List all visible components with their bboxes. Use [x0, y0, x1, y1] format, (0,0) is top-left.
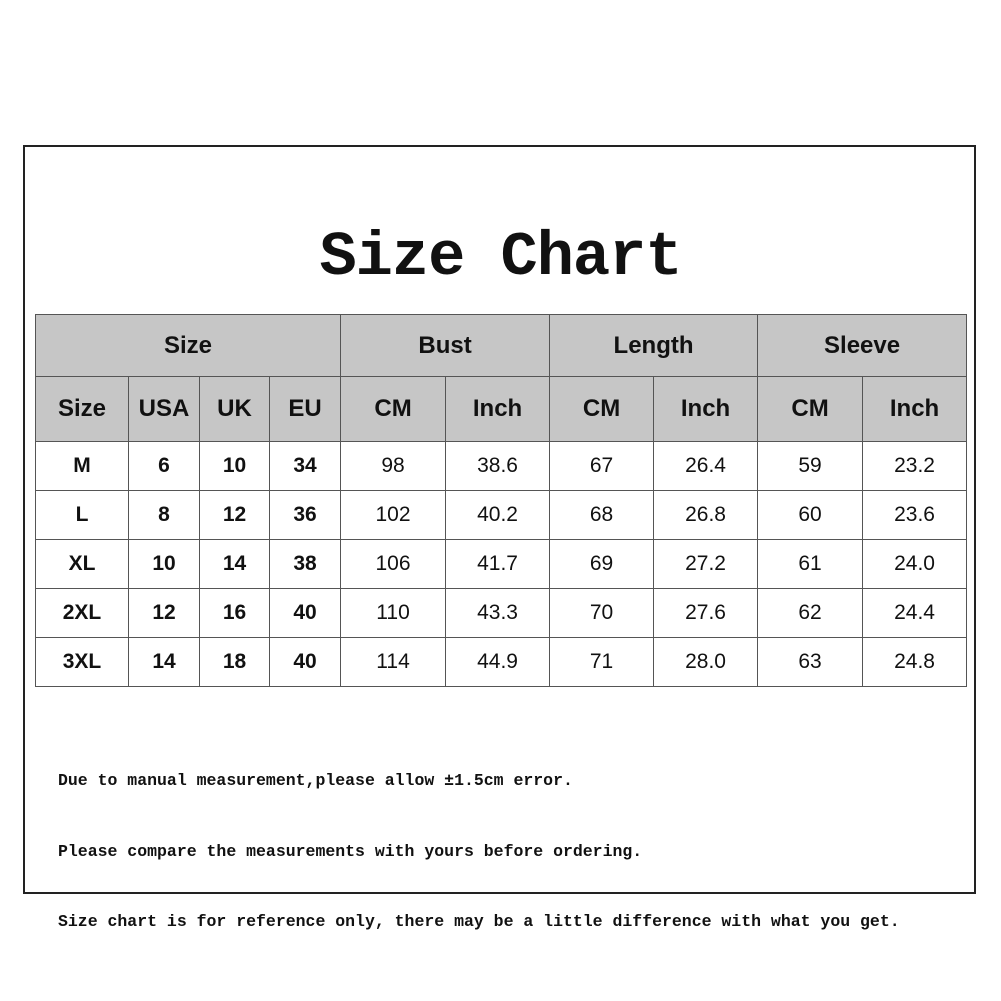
note-line: Due to manual measurement,please allow ±…: [58, 771, 573, 790]
table-cell: 38: [268, 539, 342, 589]
sub-header-cell: Size: [35, 376, 129, 442]
table-cell: 70: [549, 588, 655, 638]
table-row: XL 10 14 38 106 41.7 69 27.2 61 24.0: [35, 539, 968, 589]
table-cell: 6: [128, 441, 200, 491]
table-cell: 24.8: [862, 637, 968, 687]
table-cell: 71: [549, 637, 655, 687]
table-cell: 27.6: [653, 588, 759, 638]
table-cell: 23.6: [862, 490, 968, 540]
group-header-cell: Bust: [340, 314, 551, 377]
table-cell: 102: [340, 490, 447, 540]
table-cell: L: [35, 490, 129, 540]
page-title: Size Chart: [319, 222, 682, 293]
table-cell: 14: [199, 539, 270, 589]
table-cell: 43.3: [445, 588, 551, 638]
table-cell: 63: [757, 637, 864, 687]
table-cell: 60: [757, 490, 864, 540]
table-cell: 110: [340, 588, 447, 638]
chart-frame: [23, 145, 976, 894]
table-cell: 38.6: [445, 441, 551, 491]
table-cell: 36: [268, 490, 342, 540]
sub-header-cell: Inch: [862, 376, 968, 442]
table-cell: 8: [128, 490, 200, 540]
table-cell: 114: [340, 637, 447, 687]
table-cell: 98: [340, 441, 447, 491]
table-row: M 6 10 34 98 38.6 67 26.4 59 23.2: [35, 441, 968, 491]
table-cell: 3XL: [35, 637, 129, 687]
table-cell: 34: [268, 441, 342, 491]
table-cell: 26.4: [653, 441, 759, 491]
table-cell: 27.2: [653, 539, 759, 589]
table-cell: 10: [128, 539, 200, 589]
table-cell: 14: [128, 637, 200, 687]
table-cell: 106: [340, 539, 447, 589]
group-header-cell: Size: [34, 314, 342, 377]
table-cell: 23.2: [862, 441, 968, 491]
table-cell: 68: [549, 490, 655, 540]
table-cell: 24.0: [862, 539, 968, 589]
table-cell: 41.7: [445, 539, 551, 589]
table-cell: M: [35, 441, 129, 491]
table-cell: 40: [268, 588, 342, 638]
note-line: Please compare the measurements with you…: [58, 841, 643, 861]
table-cell: 44.9: [445, 637, 551, 687]
sub-header-cell: CM: [549, 376, 655, 442]
size-table: Size Bust Length Sleeve Size USA UK EU CM Inch CM I…: [34, 314, 968, 687]
table-cell: 12: [199, 490, 270, 540]
table-cell: 24.4: [862, 588, 968, 638]
group-header-cell: Sleeve: [757, 314, 968, 377]
table-cell: 10: [199, 441, 270, 491]
sub-header-cell: Inch: [445, 376, 551, 442]
table-cell: 61: [757, 539, 864, 589]
table-cell: 2XL: [35, 588, 129, 638]
sub-header-row: Size USA UK EU CM Inch CM Inch CM Inch: [35, 376, 968, 442]
table-cell: XL: [35, 539, 129, 589]
sub-header-cell: UK: [199, 376, 270, 442]
sub-header-cell: CM: [340, 376, 447, 442]
table-cell: 26.8: [653, 490, 759, 540]
sub-header-cell: EU: [268, 376, 342, 442]
table-cell: 62: [757, 588, 864, 638]
table-cell: 40.2: [445, 490, 551, 540]
table-cell: 18: [199, 637, 270, 687]
notes: Due to manual measurement,please allow ±…: [58, 722, 900, 957]
table-cell: 28.0: [653, 637, 759, 687]
sub-header-cell: CM: [757, 376, 864, 442]
table-cell: 69: [549, 539, 655, 589]
group-header-cell: Length: [549, 314, 759, 377]
table-row: 3XL 14 18 40 114 44.9 71 28.0 63 24.8: [35, 637, 968, 687]
sub-header-cell: USA: [128, 376, 200, 442]
table-cell: 12: [128, 588, 200, 638]
table-row: L 8 12 36 102 40.2 68 26.8 60 23.6: [35, 490, 968, 540]
note-line: Size chart is for reference only, there …: [58, 912, 900, 931]
sub-header-cell: Inch: [653, 376, 759, 442]
table-cell: 16: [199, 588, 270, 638]
group-header-row: Size Bust Length Sleeve: [34, 314, 968, 377]
table-cell: 59: [757, 441, 864, 491]
table-cell: 67: [549, 441, 655, 491]
table-cell: 40: [268, 637, 342, 687]
table-row: 2XL 12 16 40 110 43.3 70 27.6 62 24.4: [35, 588, 968, 638]
